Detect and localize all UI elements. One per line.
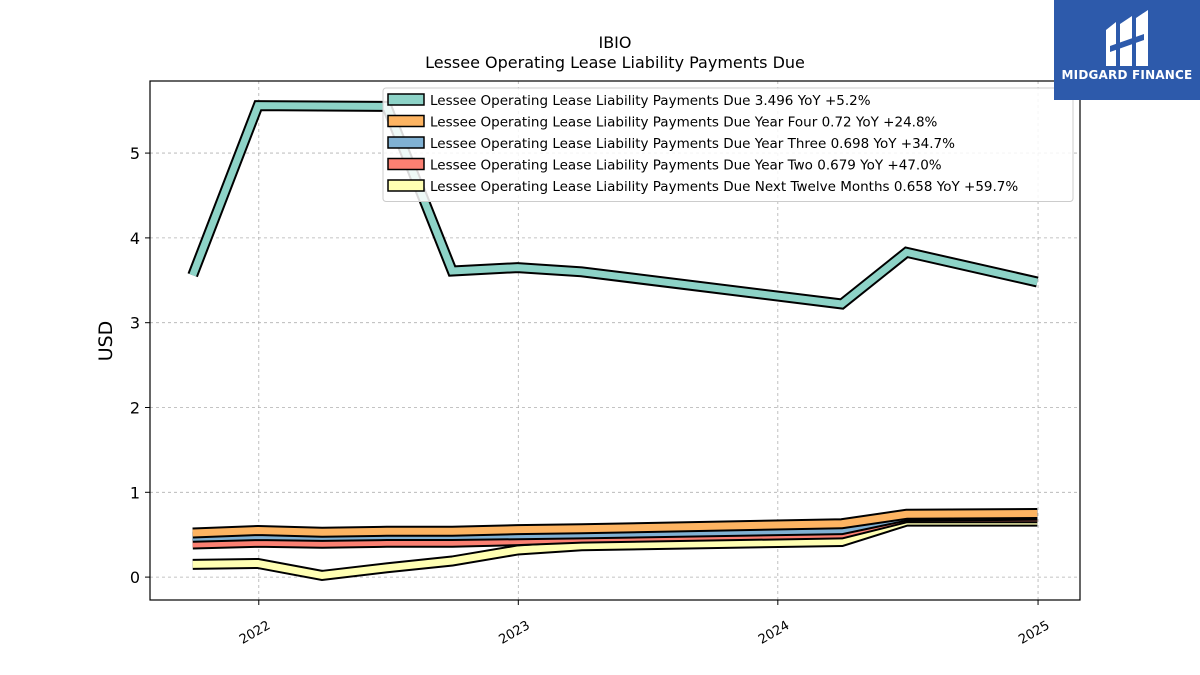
y-tick-label: 0 <box>130 568 140 587</box>
legend-label: Lessee Operating Lease Liability Payment… <box>430 136 955 152</box>
legend-swatch <box>387 157 425 171</box>
brand-name: MIDGARD FINANCE <box>1061 68 1193 82</box>
x-tick-label: 2022 <box>237 618 273 648</box>
x-tick-label: 2024 <box>756 618 792 648</box>
chart-subtitle: Lessee Operating Lease Liability Payment… <box>425 53 805 72</box>
legend-swatch <box>387 114 425 128</box>
axes: 0 1 2 3 4 5 2022 2023 2024 2025 <box>130 144 1053 648</box>
legend-label: Lessee Operating Lease Liability Payment… <box>430 179 1018 195</box>
y-tick-label: 5 <box>130 144 140 163</box>
legend: Lessee Operating Lease Liability Payment… <box>382 87 1074 202</box>
y-tick-label: 3 <box>130 314 140 333</box>
plot-frame <box>149 80 1081 601</box>
y-axis-label: USD <box>95 321 117 362</box>
series-line-stroke <box>189 102 1039 308</box>
legend-label: Lessee Operating Lease Liability Payment… <box>430 158 942 174</box>
brand-mark-icon <box>1106 10 1148 66</box>
legend-label: Lessee Operating Lease Liability Payment… <box>430 115 938 131</box>
series-layer <box>187 100 1039 581</box>
series-line <box>187 100 1039 310</box>
y-tick-label: 4 <box>130 229 140 248</box>
legend-label: Lessee Operating Lease Liability Payment… <box>430 93 871 109</box>
legend-swatch <box>387 179 425 192</box>
brand-logo: MIDGARD FINANCE <box>1054 0 1200 100</box>
y-tick-label: 1 <box>130 483 140 502</box>
series-line <box>192 508 1038 539</box>
x-tick-label: 2023 <box>496 618 532 648</box>
series-line-stroke <box>192 510 1038 537</box>
legend-swatch <box>387 136 425 149</box>
chart-title: IBIO <box>598 33 631 52</box>
y-tick-label: 2 <box>130 398 140 417</box>
x-tick-label: 2025 <box>1016 618 1052 648</box>
legend-swatch <box>387 93 425 106</box>
legend-box <box>382 87 1074 202</box>
